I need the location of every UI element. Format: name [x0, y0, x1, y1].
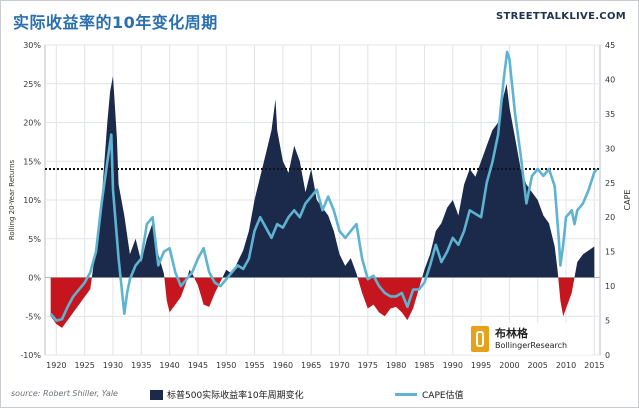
x-tick-label: 1995	[471, 361, 491, 370]
legend-label-cape: CAPE估值	[422, 391, 464, 401]
source-note: source: Robert Shiller, Yale	[11, 389, 118, 398]
x-tick-label: 1925	[74, 361, 94, 370]
y2-tick-label: 35	[605, 110, 615, 119]
cape-line	[49, 50, 598, 322]
x-tick-label: 1970	[329, 361, 349, 370]
logo-name-cn: 布林格	[495, 327, 528, 340]
x-tick-label: 1920	[46, 361, 66, 370]
logo-icon	[471, 326, 489, 352]
legend-label-returns: 标普500实际收益率10年周期变化	[167, 391, 304, 401]
logo-text: 布林格 BollingerResearch	[495, 327, 567, 351]
y2-tick-label: 15	[605, 248, 615, 257]
y-tick-label: -5%	[25, 312, 41, 321]
y-tick-label: 5%	[28, 235, 41, 244]
y2-tick-label: 0	[605, 351, 610, 360]
y2-tick-label: 45	[605, 41, 615, 50]
y-tick-label: 20%	[23, 119, 41, 128]
x-tick-label: 2005	[528, 361, 548, 370]
brand-label: STREETTALKLIVE.COM	[496, 11, 626, 22]
x-tick-label: 1960	[273, 361, 293, 370]
chart-title: 实际收益率的10年变化周期	[13, 13, 218, 32]
x-tick-label: 1985	[414, 361, 434, 370]
logo-name-en: BollingerResearch	[495, 341, 568, 350]
x-tick-label: 1945	[188, 361, 208, 370]
y-tick-label: -10%	[20, 351, 41, 360]
x-tick-label: 1990	[443, 361, 463, 370]
y2-tick-label: 30	[605, 144, 615, 153]
y-tick-label: 10%	[23, 196, 41, 205]
y2-tick-label: 20	[605, 213, 615, 222]
chart-plot: -10% -5% 0% 5% 10% 15% 20% 25% 30% 0 5 10 15 20 25 30 35…	[8, 41, 632, 370]
x-tick-label: 2015	[584, 361, 604, 370]
y-axis-title: Rolling 20-Year Returns	[8, 160, 16, 241]
x-tick-label: 2010	[556, 361, 576, 370]
legend-item-cape: CAPE估值	[395, 388, 464, 401]
legend-swatch-returns	[150, 389, 163, 400]
y2-tick-label: 10	[605, 282, 615, 291]
x-tick-label: 1935	[131, 361, 151, 370]
y2-axis-title: CAPE	[623, 190, 632, 211]
x-tick-label: 1965	[301, 361, 321, 370]
y2-tick-label: 40	[605, 75, 615, 84]
legend-swatch-cape	[395, 393, 417, 396]
x-tick-label: 1980	[386, 361, 406, 370]
x-tick-label: 2000	[499, 361, 519, 370]
y-tick-label: 0%	[28, 274, 41, 283]
x-tick-label: 1950	[216, 361, 236, 370]
y-tick-label: 15%	[23, 157, 41, 166]
x-tick-label: 1975	[358, 361, 378, 370]
x-tick-label: 1955	[244, 361, 264, 370]
x-tick-label: 1940	[159, 361, 179, 370]
returns-area-positive	[50, 76, 595, 278]
legend-item-returns: 标普500实际收益率10年周期变化	[150, 388, 304, 401]
watermark-logo: 布林格 BollingerResearch	[471, 323, 591, 355]
y2-tick-label: 5	[605, 317, 610, 326]
x-tick-label: 1930	[103, 361, 123, 370]
y-tick-label: 30%	[23, 41, 41, 50]
y-tick-label: 25%	[23, 80, 41, 89]
y2-tick-label: 25	[605, 179, 615, 188]
